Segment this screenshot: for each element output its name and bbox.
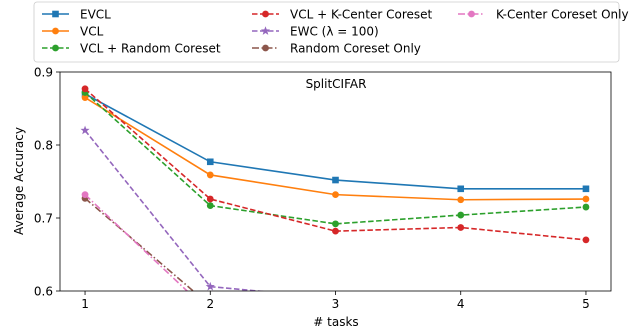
legend-marker — [262, 44, 269, 52]
legend-item: EVCL — [42, 8, 111, 22]
series-vcl-k-center-coreset — [81, 85, 590, 244]
y-axis: 0.6 0.7 0.8 0.9 — [34, 66, 60, 299]
series-ewc-100 — [80, 125, 266, 291]
series-vcl — [81, 94, 590, 204]
legend-item: VCL + K-Center Coreset — [252, 8, 433, 22]
legend-item: VCL + Random Coreset — [42, 42, 221, 56]
legend-item: VCL — [42, 25, 104, 39]
data-point — [582, 195, 590, 203]
legend-label: VCL — [80, 25, 104, 39]
series-line — [84, 129, 266, 291]
data-point — [206, 202, 214, 209]
series-line — [84, 197, 195, 291]
data-point — [582, 185, 590, 193]
y-tick-label: 0.8 — [34, 139, 53, 153]
data-point — [205, 281, 215, 291]
x-tick-label: 2 — [206, 297, 214, 311]
data-point — [582, 236, 590, 244]
data-point — [206, 171, 214, 179]
series-k-center-coreset-only — [81, 191, 189, 291]
x-tick-label: 1 — [81, 297, 89, 311]
x-axis-label: # tasks — [313, 315, 358, 329]
legend-label: VCL + Random Coreset — [80, 42, 221, 56]
data-point — [457, 211, 465, 219]
legend-item: K-Center Coreset Only — [458, 8, 629, 22]
series-line — [84, 91, 587, 225]
data-point — [457, 324, 464, 331]
data-point — [332, 191, 339, 199]
data-point — [206, 158, 214, 166]
series-layer — [80, 85, 590, 331]
y-tick-label: 0.9 — [34, 66, 53, 80]
data-point — [332, 227, 339, 235]
y-tick-label: 0.7 — [34, 212, 53, 226]
data-point — [81, 85, 89, 93]
legend-marker — [52, 10, 59, 18]
y-axis-label: Average Accuracy — [12, 127, 26, 235]
data-point — [582, 203, 590, 211]
legend-label: Random Coreset Only — [290, 42, 421, 56]
x-tick-label: 3 — [332, 297, 340, 311]
data-point — [332, 220, 339, 228]
data-point — [457, 196, 465, 204]
legend-label: EWC (λ = 100) — [290, 25, 379, 39]
chart-title: SplitCIFAR — [306, 77, 367, 91]
data-point — [81, 94, 89, 101]
x-tick-label: 5 — [582, 297, 590, 311]
data-point — [457, 224, 465, 231]
x-axis: 1 2 3 4 5 — [81, 291, 590, 311]
legend-item: EWC (λ = 100) — [252, 25, 379, 39]
data-point — [206, 195, 214, 203]
y-tick-label: 0.6 — [34, 285, 53, 299]
legend-label: EVCL — [80, 8, 111, 22]
legend-marker — [52, 44, 59, 52]
data-point — [332, 176, 339, 184]
legend-label: K-Center Coreset Only — [496, 8, 629, 22]
legend-marker — [260, 26, 271, 35]
legend-marker — [262, 10, 269, 18]
legend-item: Random Coreset Only — [252, 42, 421, 56]
data-point — [81, 191, 89, 199]
legend-label: VCL + K-Center Coreset — [290, 8, 433, 22]
x-tick-label: 4 — [457, 297, 465, 311]
series-line — [84, 194, 189, 291]
data-point — [457, 185, 465, 193]
legend: EVCL VCL VCL + Random Coreset VCL + K-Cente… — [33, 1, 629, 63]
legend-marker — [52, 27, 59, 35]
data-point — [80, 125, 90, 135]
legend-marker — [468, 10, 475, 18]
